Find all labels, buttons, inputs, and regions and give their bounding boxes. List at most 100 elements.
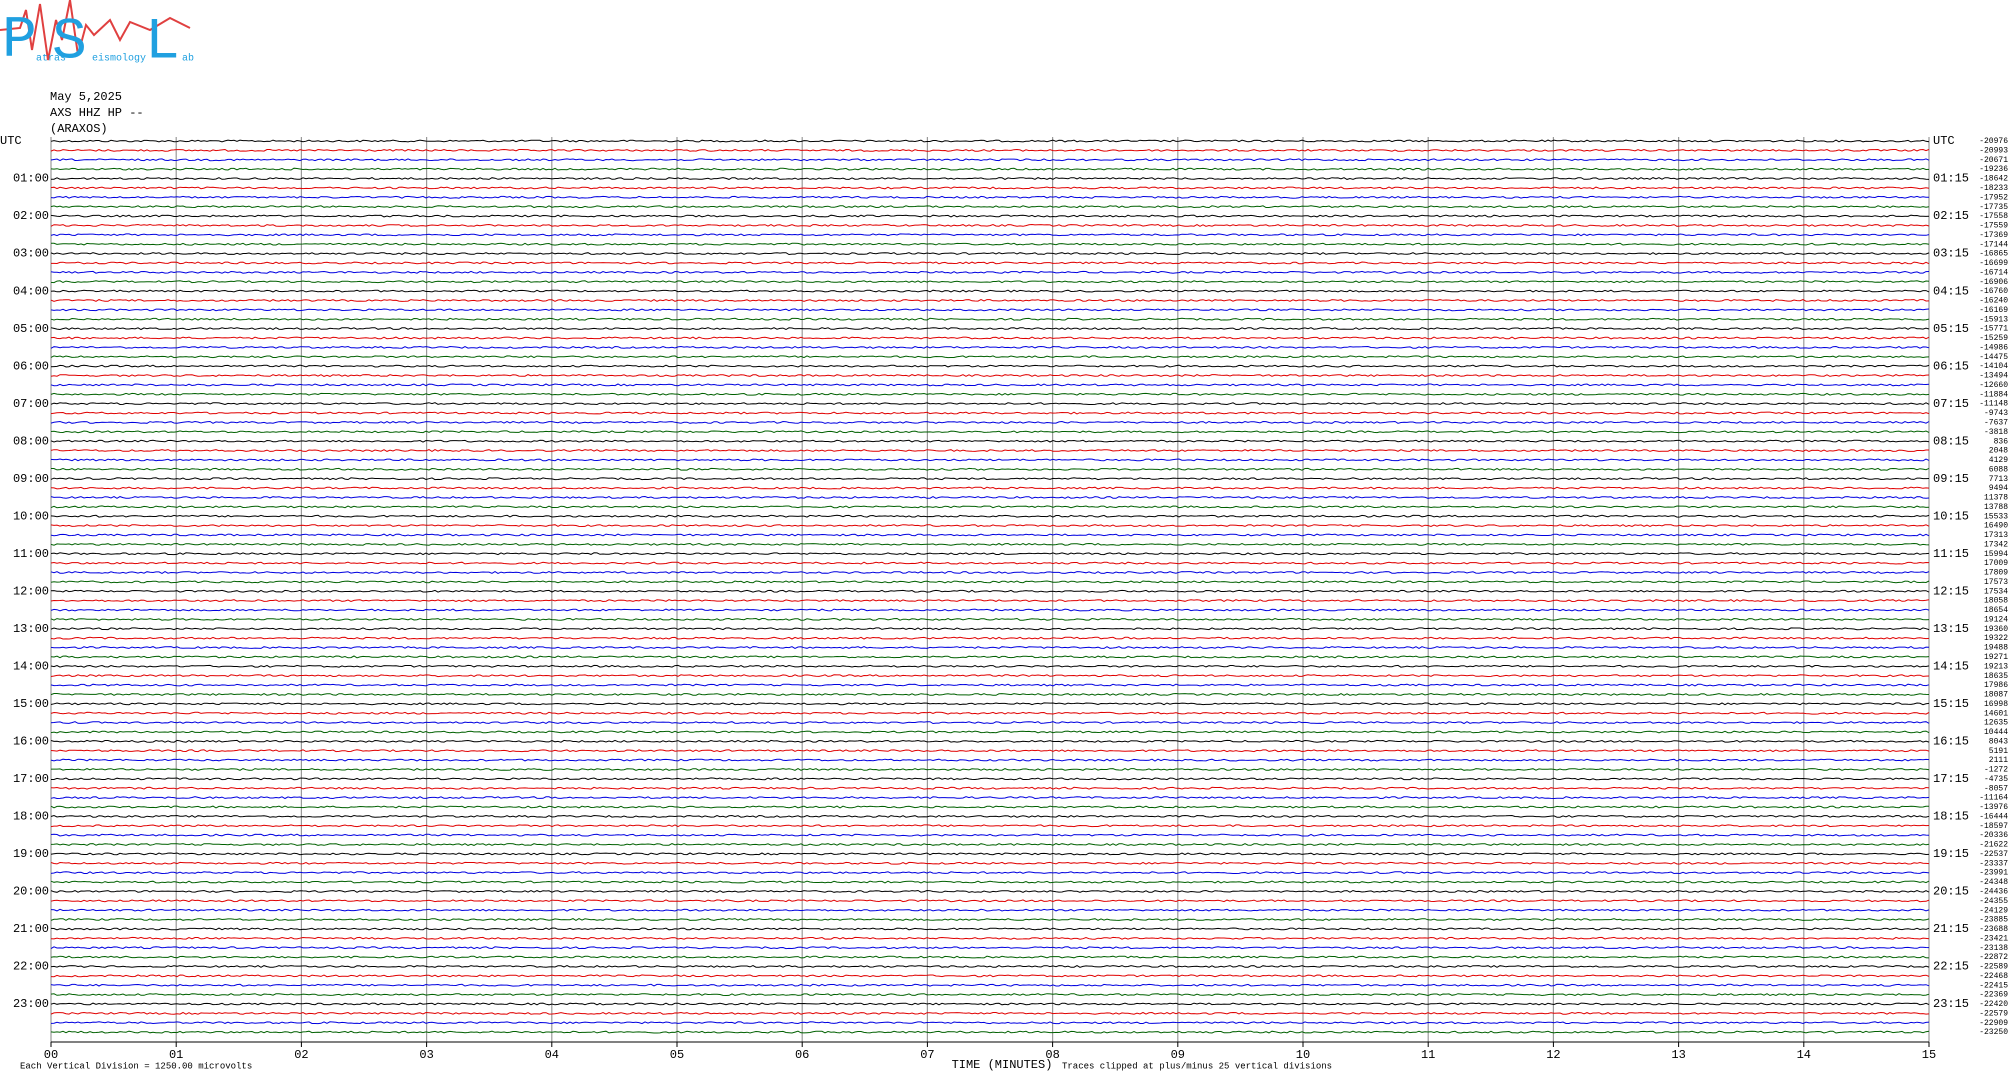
trace-offset: -23885 <box>1979 916 2008 925</box>
trace-offset: -11148 <box>1979 400 2008 409</box>
right-time-label: 08:15 <box>1933 434 1969 448</box>
trace <box>50 252 1930 256</box>
trace <box>50 946 1930 950</box>
trace-offset: 8043 <box>1989 737 2008 746</box>
trace-offset: 4129 <box>1989 456 2008 465</box>
right-time-label: 20:15 <box>1933 885 1969 899</box>
left-time-label: 13:00 <box>13 622 49 636</box>
trace <box>50 889 1930 893</box>
x-tick-label: 02 <box>294 1048 308 1062</box>
x-tick-label: 15 <box>1922 1048 1936 1062</box>
trace <box>50 646 1930 649</box>
left-time-label: UTC <box>0 134 22 148</box>
trace-offset: -22537 <box>1979 850 2008 859</box>
trace-offset: -4735 <box>1984 775 2008 784</box>
trace-offset: 5191 <box>1989 747 2008 756</box>
trace <box>50 308 1930 312</box>
trace-offset: 18654 <box>1984 606 2008 615</box>
trace-offset: 17009 <box>1984 559 2008 568</box>
trace-offset: 10444 <box>1984 728 2008 737</box>
trace-offset: -16714 <box>1979 268 2008 277</box>
trace <box>50 683 1930 687</box>
right-time-label: 23:15 <box>1933 997 1969 1011</box>
trace-offset: 19124 <box>1984 615 2008 624</box>
trace <box>50 964 1930 968</box>
trace <box>50 364 1930 368</box>
trace-offset: 15533 <box>1984 512 2008 521</box>
trace <box>50 636 1930 640</box>
trace <box>50 402 1930 406</box>
trace <box>50 711 1930 715</box>
right-time-label: 13:15 <box>1933 622 1969 636</box>
left-time-label: 08:00 <box>13 434 49 448</box>
trace <box>50 458 1930 462</box>
trace-offset: -22415 <box>1979 981 2008 990</box>
x-tick-label: 03 <box>419 1048 433 1062</box>
trace <box>50 786 1930 790</box>
trace-offset: -13494 <box>1979 372 2008 381</box>
right-time-label: 01:15 <box>1933 172 1969 186</box>
left-time-label: 14:00 <box>13 659 49 673</box>
scale-note: Each Vertical Division = 1250.00 microvo… <box>20 1061 252 1071</box>
trace <box>50 186 1930 190</box>
trace <box>50 205 1930 209</box>
trace-offset: 17534 <box>1984 587 2008 596</box>
trace <box>51 242 1930 246</box>
trace <box>50 833 1930 837</box>
right-time-label: 17:15 <box>1933 772 1969 786</box>
trace <box>50 317 1930 321</box>
trace-offset: 19488 <box>1984 644 2008 653</box>
x-tick-label: 09 <box>1171 1048 1185 1062</box>
trace <box>50 749 1930 753</box>
trace <box>51 261 1930 265</box>
trace <box>50 739 1930 743</box>
trace-offset: -16444 <box>1979 812 2008 821</box>
x-axis-label: TIME (MINUTES) <box>952 1058 1053 1072</box>
trace-offset: 17342 <box>1984 540 2008 549</box>
trace <box>50 270 1930 274</box>
trace-offset: 16490 <box>1984 522 2008 531</box>
trace-offset: -22909 <box>1979 1019 2008 1028</box>
trace <box>50 533 1930 537</box>
left-time-label: 19:00 <box>13 847 49 861</box>
logo-text: atras <box>36 54 66 65</box>
logo-letter: P <box>2 8 37 73</box>
trace-offset: 17809 <box>1984 569 2008 578</box>
trace-offset: -23688 <box>1979 925 2008 934</box>
left-time-label: 07:00 <box>13 397 49 411</box>
trace-offset: -13976 <box>1979 803 2008 812</box>
trace <box>50 524 1930 528</box>
trace <box>50 420 1930 424</box>
trace-offset: 13788 <box>1984 503 2008 512</box>
logo-text: ab <box>182 53 194 65</box>
left-time-label: 16:00 <box>13 734 49 748</box>
trace-offset: -17558 <box>1979 212 2008 221</box>
logo: P S L atras eismology ab <box>0 0 194 75</box>
logo-text: eismology <box>92 53 146 65</box>
x-tick-label: 04 <box>545 1048 559 1062</box>
right-time-label: 18:15 <box>1933 810 1969 824</box>
right-time-label: 10:15 <box>1933 509 1969 523</box>
left-time-label: 02:00 <box>13 209 49 223</box>
trace <box>50 392 1930 396</box>
trace <box>50 852 1930 856</box>
trace <box>50 599 1930 603</box>
trace-offset: 19322 <box>1984 634 2008 643</box>
right-time-label: 19:15 <box>1933 847 1969 861</box>
trace <box>50 495 1930 499</box>
trace <box>50 655 1930 659</box>
right-time-label: 07:15 <box>1933 397 1969 411</box>
trace <box>50 223 1930 227</box>
header-line: (ARAXOS) <box>50 122 108 136</box>
trace-offset: -22589 <box>1979 963 2008 972</box>
trace-offset: 2111 <box>1989 756 2008 765</box>
trace-offset: 836 <box>1994 437 2009 446</box>
trace-offset: -15913 <box>1979 315 2008 324</box>
trace-offset: -19236 <box>1979 165 2008 174</box>
trace-offset: -22468 <box>1979 972 2008 981</box>
trace-offset: 15994 <box>1984 550 2008 559</box>
trace <box>50 983 1930 987</box>
trace-offset: -24436 <box>1979 888 2008 897</box>
trace <box>50 505 1930 509</box>
trace <box>50 289 1930 293</box>
